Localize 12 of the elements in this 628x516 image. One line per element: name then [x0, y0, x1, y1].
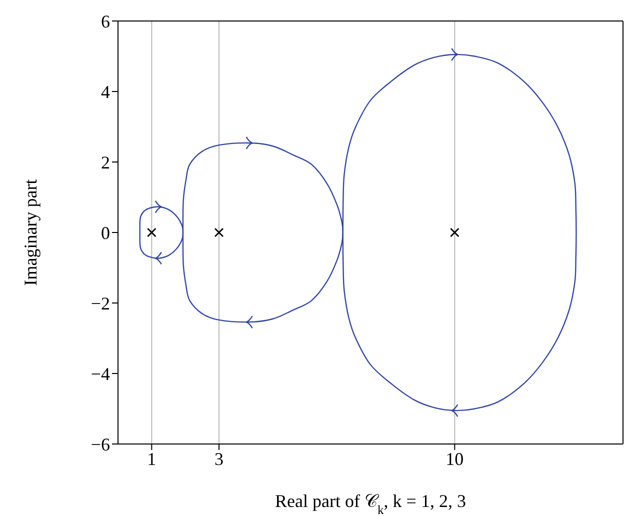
- y-tick-label: −4: [90, 364, 110, 384]
- y-axis-title: Imaginary part: [20, 179, 40, 286]
- x-tick-label: 1: [147, 448, 156, 469]
- y-tick-label: −2: [90, 293, 110, 314]
- y-tick-label: 6: [101, 11, 110, 32]
- x-axis-title: Real part of 𝒞$_{k}$, k = 1, 2, 3: [275, 491, 466, 516]
- x-tick-label: 10: [446, 448, 464, 469]
- y-tick-label: 2: [101, 152, 110, 172]
- x-tick-label: 3: [214, 448, 224, 469]
- y-tick-label: 0: [101, 222, 110, 243]
- y-tick-label: 4: [101, 82, 110, 102]
- y-tick-label: −6: [90, 434, 110, 454]
